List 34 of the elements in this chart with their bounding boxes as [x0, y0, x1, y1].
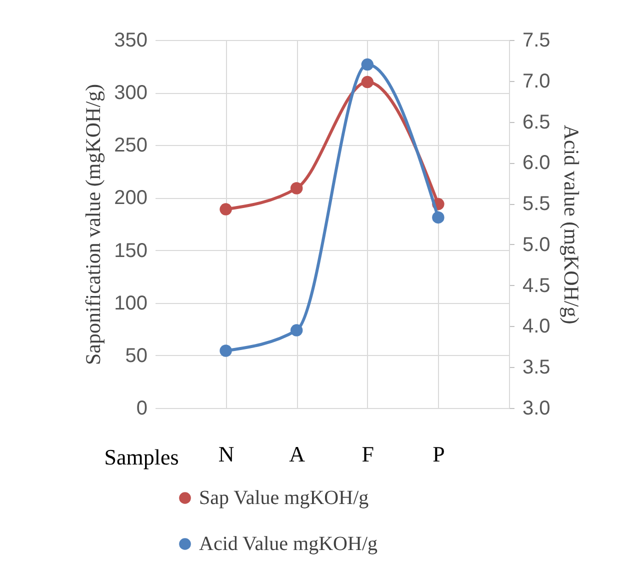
y2-tick-label: 5.5 [522, 193, 550, 216]
x-axis-title: Samples [104, 444, 179, 470]
y2-tick-label: 3.5 [522, 356, 550, 379]
legend-label: Sap Value mgKOH/g [199, 487, 369, 509]
point [220, 203, 232, 216]
point [432, 211, 444, 224]
y2-tick-label: 6.0 [522, 152, 550, 174]
y-tick-label: 50 [125, 344, 148, 367]
point [290, 324, 303, 336]
y-axis-title: Saponification value (mgKOH/g) [81, 84, 106, 366]
y2-tick-label: 7.5 [522, 30, 550, 52]
point [361, 58, 374, 71]
y-tick-label: 200 [114, 187, 148, 210]
point [361, 76, 374, 88]
y2-tick-label: 4.0 [522, 316, 550, 338]
y-tick-label: 250 [114, 134, 148, 157]
legend-label: Acid Value mgKOH/g [199, 533, 378, 555]
y2-tick-label: 3.0 [522, 398, 550, 420]
y-tick-label: 150 [114, 240, 148, 262]
y-tick-label: 0 [136, 398, 148, 420]
x-tick-label: P [432, 442, 445, 466]
x-tick-label: A [289, 442, 306, 466]
point [290, 182, 303, 194]
y2-axis-title: Acid value (mgKOH/g) [559, 124, 584, 324]
y2-tick-label: 5.0 [522, 234, 550, 256]
y-tick-label: 100 [114, 292, 148, 314]
x-tick-label: N [218, 442, 234, 466]
y2-tick-label: 4.5 [522, 274, 550, 297]
y-tick-label: 350 [114, 30, 148, 52]
y2-tick-label: 6.5 [522, 111, 550, 134]
x-tick-label: F [362, 442, 374, 466]
y-tick-label: 300 [114, 82, 148, 104]
point [220, 344, 232, 357]
y2-tick-label: 7.0 [522, 70, 550, 92]
